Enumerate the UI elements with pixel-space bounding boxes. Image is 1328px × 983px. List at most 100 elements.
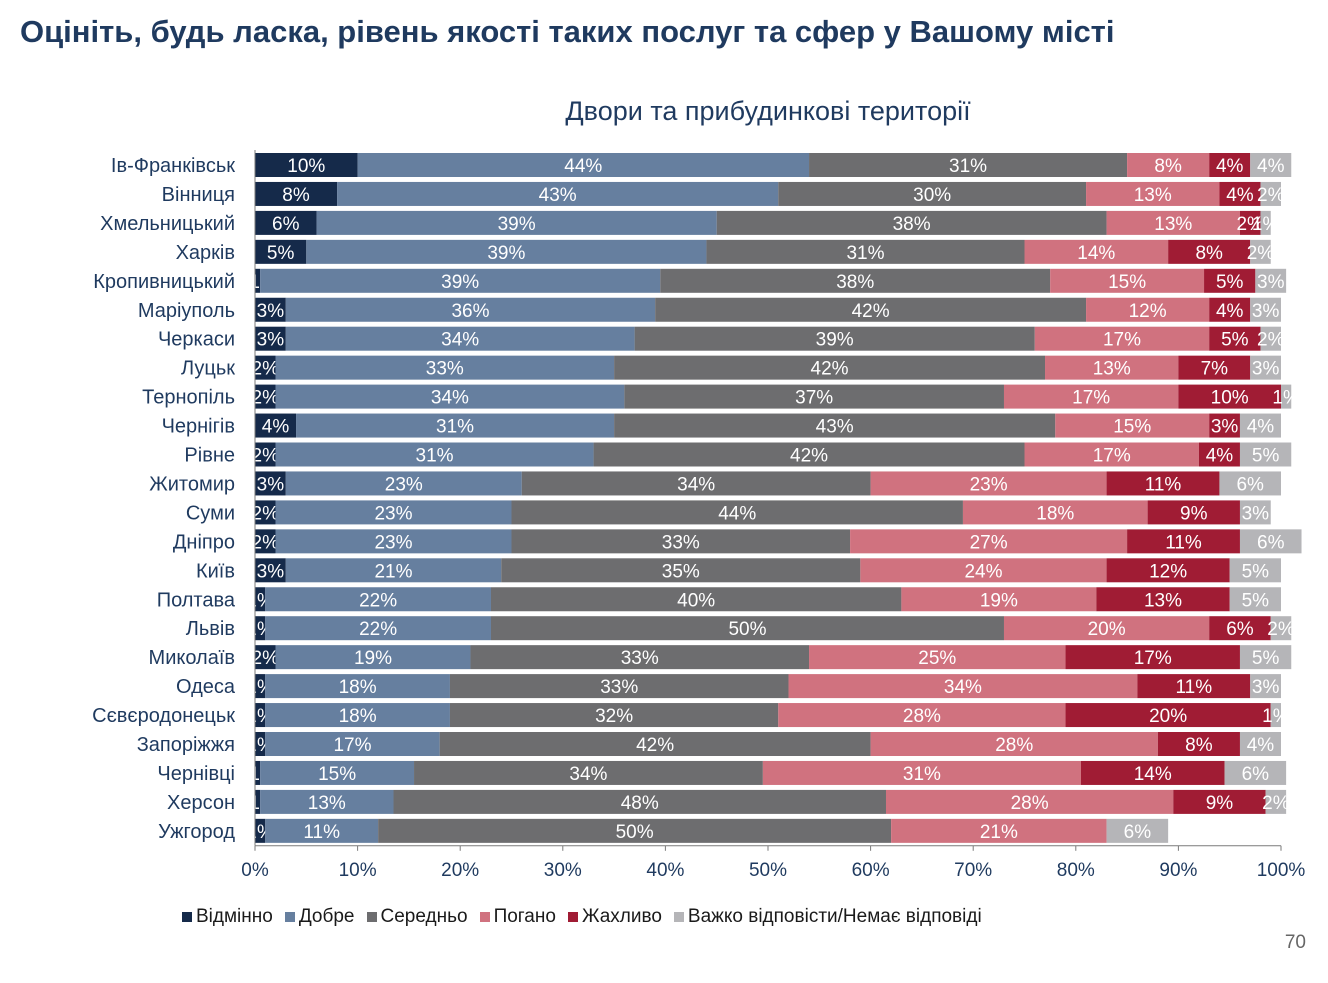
category-label: Одеса: [176, 676, 236, 698]
bar-segment: [1204, 268, 1256, 293]
bar-segment: [1239, 529, 1302, 554]
data-label: 11%: [1165, 532, 1202, 553]
bar-segment: [1250, 239, 1271, 264]
bar-segment: [1106, 210, 1240, 235]
bar-segment: [1198, 442, 1240, 467]
legend-item: Середньо: [366, 906, 468, 928]
data-label: 1%: [1262, 706, 1290, 727]
bar-segment: [778, 181, 1087, 206]
data-label: 8%: [1185, 735, 1213, 756]
data-label: 4%: [1216, 156, 1244, 177]
data-label: 42%: [636, 735, 674, 756]
bar-segment: [255, 355, 276, 380]
x-tick-label: 0%: [241, 860, 269, 881]
bar-segment: [255, 760, 261, 785]
data-label: 13%: [1154, 214, 1192, 235]
bar-segment: [1034, 326, 1210, 351]
data-label: 33%: [600, 677, 638, 698]
bar-segment: [393, 789, 886, 814]
data-label: 3%: [257, 301, 285, 322]
data-label: 38%: [893, 214, 931, 235]
bar-segment: [285, 471, 522, 496]
bar-segment: [870, 471, 1107, 496]
data-label: 44%: [718, 503, 756, 524]
bar-segment: [624, 384, 1004, 409]
category-label: Луцьк: [181, 358, 235, 380]
bar-segment: [1239, 442, 1292, 467]
data-label: 2%: [252, 446, 280, 467]
legend-item: Погано: [479, 906, 556, 928]
legend-label: Погано: [493, 906, 556, 927]
data-label: 2%: [252, 532, 280, 553]
data-label: 3%: [1252, 359, 1280, 380]
bar-segment: [306, 239, 707, 264]
data-label: 14%: [1134, 764, 1172, 785]
data-label: 20%: [1088, 619, 1126, 640]
data-label: 11%: [1175, 677, 1212, 698]
bar-segment: [255, 789, 261, 814]
bar-segment: [1250, 674, 1281, 699]
bar-segment: [260, 760, 415, 785]
bar-segment: [285, 558, 502, 583]
category-label: Сєвєродонецьк: [92, 705, 235, 727]
data-label: 17%: [333, 735, 371, 756]
bar-segment: [255, 210, 317, 235]
bar-segment: [378, 818, 892, 843]
category-label: Рівне: [184, 445, 235, 467]
x-tick-label: 60%: [852, 860, 890, 881]
bar-segment: [275, 645, 471, 670]
legend-label: Жахливо: [581, 906, 662, 927]
data-label: 13%: [1093, 359, 1131, 380]
bar-segment: [1127, 529, 1240, 554]
data-label: 6%: [1242, 764, 1270, 785]
bar-segment: [1219, 471, 1281, 496]
bar-segment: [1255, 268, 1287, 293]
category-label: Ужгород: [158, 821, 235, 843]
data-label: 8%: [1154, 156, 1182, 177]
data-label: 2%: [252, 359, 280, 380]
bar-segment: [255, 500, 276, 525]
bar-segment: [470, 645, 810, 670]
bar-segment: [1178, 384, 1281, 409]
data-label: 23%: [374, 503, 412, 524]
bar-segment: [706, 239, 1025, 264]
bar-segment: [490, 616, 1004, 641]
legend-swatch: [479, 912, 490, 922]
legend-label: Добре: [298, 906, 355, 927]
data-label: 30%: [913, 185, 951, 206]
bar-segment: [901, 587, 1097, 612]
bar-segment: [593, 442, 1025, 467]
x-tick-label: 20%: [441, 860, 479, 881]
data-label: 3%: [1211, 417, 1239, 438]
data-label: 23%: [970, 474, 1008, 495]
bar-segment: [962, 500, 1148, 525]
bar-segment: [1168, 239, 1251, 264]
data-label: 7%: [1201, 359, 1229, 380]
data-label: 31%: [903, 764, 941, 785]
bar-segment: [357, 153, 810, 177]
data-label: 5%: [1242, 561, 1270, 582]
bar-segment: [1209, 616, 1271, 641]
category-label: Житомир: [149, 473, 235, 495]
bar-segment: [1250, 355, 1281, 380]
data-label: 34%: [569, 764, 607, 785]
data-label: 33%: [662, 532, 700, 553]
legend-swatch: [366, 912, 377, 922]
bar-segment: [1260, 326, 1281, 351]
data-label: 8%: [282, 185, 310, 206]
bar-segment: [788, 674, 1138, 699]
bar-segment: [1250, 153, 1292, 177]
data-label: 11%: [303, 822, 340, 843]
category-label: Київ: [196, 560, 235, 582]
data-label: 3%: [257, 474, 285, 495]
data-label: 37%: [795, 388, 833, 409]
data-label: 18%: [1036, 503, 1074, 524]
data-label: 42%: [852, 301, 890, 322]
data-label: 13%: [308, 793, 346, 814]
bar-segment: [285, 297, 656, 322]
data-label: 2%: [252, 503, 280, 524]
data-label: 2%: [1267, 619, 1295, 640]
bar-segment: [255, 153, 358, 177]
data-label: 11%: [1145, 474, 1182, 495]
